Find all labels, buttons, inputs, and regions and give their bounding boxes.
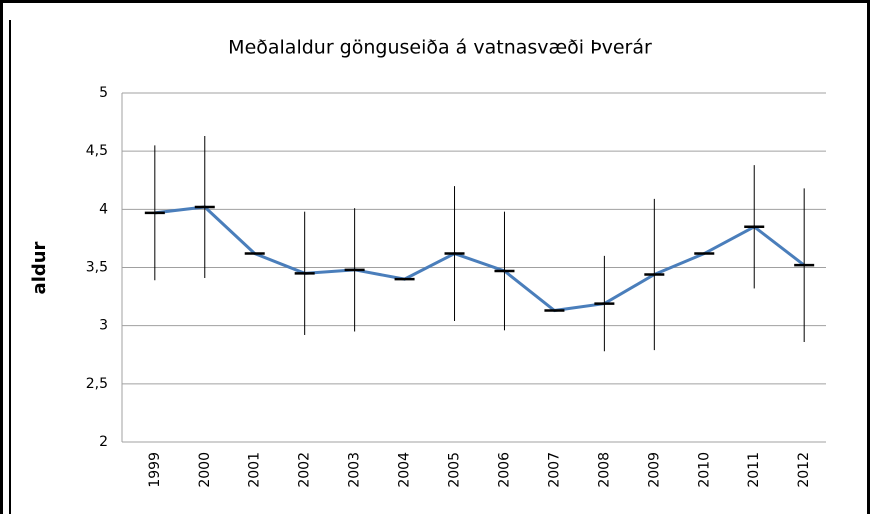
x-tick-label: 2003	[347, 452, 363, 488]
x-tick-label: 2007	[546, 452, 562, 488]
y-tick-label: 4,5	[86, 143, 108, 159]
x-tick-label: 2009	[646, 452, 662, 488]
y-tick-label: 2,5	[86, 376, 108, 392]
chart-title: Meðalaldur gönguseiða á vatnasvæði Þverá…	[228, 37, 652, 59]
x-tick-label: 2000	[197, 452, 213, 488]
data-line	[154, 205, 806, 313]
y-tick-label: 3	[99, 318, 108, 334]
x-tick-label: 2012	[796, 452, 812, 488]
y-axis-label: aldur	[29, 241, 50, 294]
x-tick-label: 2004	[397, 452, 413, 488]
x-tick-label: 2006	[496, 452, 512, 488]
y-tick-label: 5	[99, 85, 108, 101]
y-tick-label: 2	[99, 434, 108, 450]
x-tick-label: 2002	[297, 452, 313, 488]
y-tick-label: 4	[99, 201, 108, 217]
x-tick-label: 2011	[746, 452, 762, 488]
x-tick-label: 2008	[596, 452, 612, 488]
x-tick-label: 2005	[447, 452, 463, 488]
x-tick-label: 2001	[247, 452, 263, 488]
x-tick-label: 2010	[696, 452, 712, 488]
x-tick-label: 1999	[147, 452, 163, 488]
y-tick-label: 3,5	[86, 260, 108, 276]
